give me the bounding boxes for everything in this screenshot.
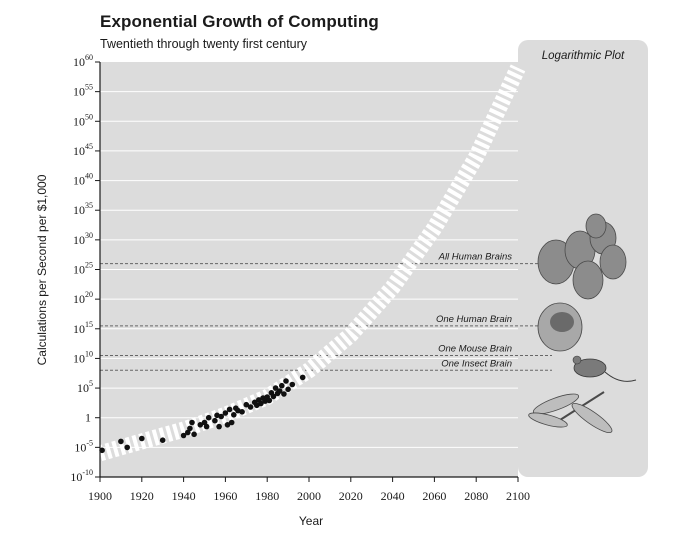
reference-line-label: One Mouse Brain bbox=[438, 343, 512, 354]
data-point bbox=[189, 419, 195, 426]
trend-line bbox=[97, 64, 526, 461]
y-tick-label: 1020 bbox=[73, 290, 93, 306]
data-point bbox=[205, 414, 212, 421]
reference-line-label: One Human Brain bbox=[436, 314, 512, 325]
data-point bbox=[124, 444, 130, 451]
human-brain-illustration bbox=[537, 302, 583, 352]
data-point bbox=[187, 425, 193, 432]
data-point bbox=[266, 397, 273, 404]
data-point bbox=[226, 406, 233, 413]
y-tick-label: 1035 bbox=[73, 201, 93, 217]
y-tick-label: 105 bbox=[77, 379, 93, 395]
y-tick-label: 1045 bbox=[73, 142, 93, 158]
data-point bbox=[235, 407, 241, 414]
y-axis-label: Calculations per Second per $1,000 bbox=[35, 174, 49, 365]
y-tick-label: 1050 bbox=[73, 112, 93, 128]
y-tick-label: 1025 bbox=[73, 261, 93, 277]
data-point bbox=[191, 431, 197, 438]
data-point bbox=[180, 432, 187, 439]
data-point bbox=[276, 388, 283, 394]
side-panel-title: Logarithmic Plot bbox=[542, 50, 625, 62]
reference-line-label: One Insect Brain bbox=[441, 358, 512, 369]
grid bbox=[100, 91, 518, 448]
data-points bbox=[99, 374, 306, 454]
y-axis-ticks: 10-10 10-5 1 105 1010 1015 1020 1025 1030 1035 104… bbox=[70, 53, 100, 484]
data-point bbox=[283, 378, 289, 384]
data-point bbox=[118, 438, 124, 445]
reference-line-label: All Human Brains bbox=[438, 252, 513, 263]
data-point bbox=[216, 423, 222, 430]
data-point bbox=[203, 423, 210, 430]
data-point bbox=[231, 412, 237, 418]
x-tick-label: 2100 bbox=[506, 489, 530, 503]
data-point bbox=[239, 409, 245, 415]
y-tick-label: 1030 bbox=[73, 231, 93, 247]
data-point bbox=[285, 386, 291, 393]
chart-title: Exponential Growth of Computing bbox=[100, 12, 379, 31]
chart-subtitle: Twentieth through twenty first century bbox=[100, 37, 308, 51]
data-point bbox=[243, 401, 250, 408]
data-point bbox=[222, 410, 229, 416]
x-tick-label: 1960 bbox=[213, 489, 237, 503]
data-point bbox=[258, 400, 264, 407]
x-tick-label: 1940 bbox=[172, 489, 196, 503]
x-tick-label: 1900 bbox=[88, 489, 112, 503]
y-tick-label: 1055 bbox=[73, 83, 93, 99]
x-tick-label: 2020 bbox=[339, 489, 363, 503]
data-point bbox=[214, 412, 220, 419]
data-point bbox=[279, 382, 285, 389]
y-tick-label: 10-5 bbox=[74, 438, 93, 454]
data-point bbox=[270, 393, 277, 400]
x-axis-ticks: 1900 1920 1940 1960 1980 2000 2020 2040 2060 2080… bbox=[88, 477, 530, 503]
x-tick-label: 1920 bbox=[130, 489, 154, 503]
data-point bbox=[197, 422, 204, 428]
data-point bbox=[228, 419, 235, 426]
trend-band bbox=[97, 64, 526, 461]
mouse-illustration bbox=[572, 355, 637, 382]
data-point bbox=[212, 417, 218, 424]
y-tick-label: 1040 bbox=[73, 172, 93, 188]
x-tick-label: 2040 bbox=[381, 489, 405, 503]
human-heads-illustration bbox=[537, 213, 627, 300]
data-point bbox=[299, 374, 306, 381]
data-point bbox=[224, 422, 231, 428]
data-point bbox=[281, 391, 287, 397]
data-point bbox=[247, 404, 254, 410]
x-tick-label: 2080 bbox=[464, 489, 488, 503]
y-tick-label: 1 bbox=[85, 411, 91, 425]
data-point bbox=[99, 447, 105, 454]
y-tick-label: 1015 bbox=[73, 320, 93, 336]
data-point bbox=[159, 437, 166, 444]
data-point bbox=[139, 435, 145, 442]
x-axis-label: Year bbox=[299, 514, 323, 528]
y-tick-label: 10-10 bbox=[70, 468, 93, 484]
x-tick-label: 1980 bbox=[255, 489, 279, 503]
x-tick-label: 2060 bbox=[422, 489, 446, 503]
y-tick-label: 1010 bbox=[73, 349, 93, 365]
data-point bbox=[218, 413, 224, 420]
data-point bbox=[289, 381, 296, 388]
data-point bbox=[272, 385, 279, 391]
dragonfly-illustration bbox=[528, 391, 613, 434]
y-tick-label: 1060 bbox=[73, 53, 93, 69]
x-tick-label: 2000 bbox=[297, 489, 321, 503]
